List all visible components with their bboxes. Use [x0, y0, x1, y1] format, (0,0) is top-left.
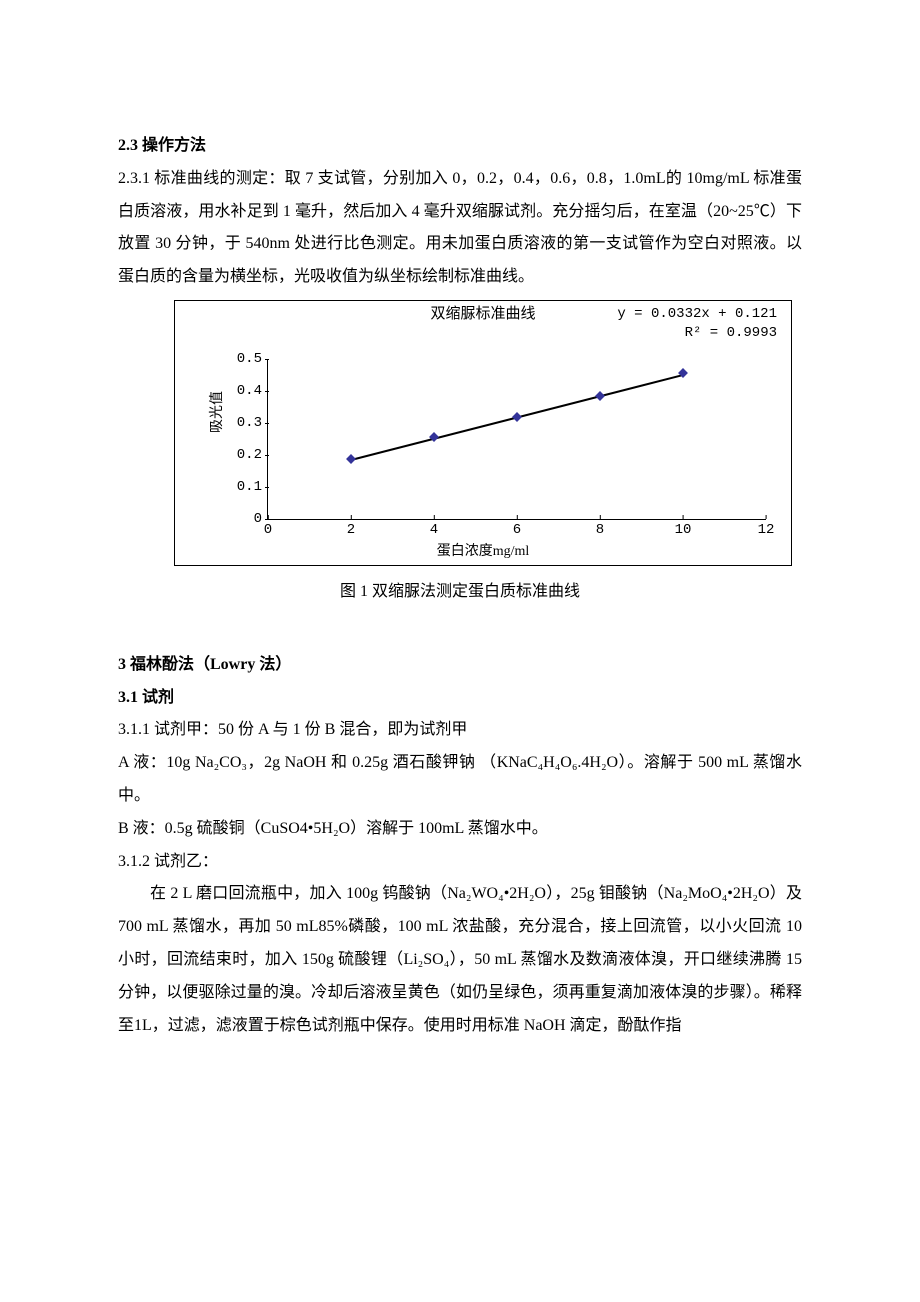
chart-xtick: 4	[430, 519, 438, 537]
chart-ytick: 0.1	[212, 480, 268, 494]
para-2-3-1: 2.3.1 标准曲线的测定：取 7 支试管，分别加入 0，0.2，0.4，0.6…	[118, 163, 802, 294]
spacer	[118, 631, 802, 649]
para-3-1-2-body: 在 2 L 磨口回流瓶中，加入 100g 钨酸钠（Na₂WO₄•2H₂O），25…	[118, 878, 802, 1042]
chart-ytick: 0.2	[212, 448, 268, 462]
figure-caption: 图 1 双缩脲法测定蛋白质标准曲线	[118, 576, 802, 609]
chart-xlabel: 蛋白浓度mg/ml	[175, 545, 791, 559]
para-A-liquid: A 液：10g Na₂CO₃，2g NaOH 和 0.25g 酒石酸钾钠 （KN…	[118, 747, 802, 813]
chart-xtick: 12	[758, 519, 775, 537]
chart-r2: R² = 0.9993	[617, 324, 777, 343]
chart-marker	[595, 391, 605, 401]
chart-ytick: 0.4	[212, 384, 268, 398]
chart-marker	[429, 432, 439, 442]
para-2-3-1-label: 2.3.1 标准曲线的测定：	[118, 170, 285, 187]
para-2-3-1-body: 取 7 支试管，分别加入 0，0.2，0.4，0.6，0.8，1.0mL的 10…	[118, 170, 802, 285]
chart-container: 双缩脲标准曲线 y = 0.0332x + 0.121 R² = 0.9993 …	[174, 300, 792, 566]
heading-3: 3 福林酚法（Lowry 法）	[118, 649, 802, 682]
para-3-1-2-head: 3.1.2 试剂乙：	[118, 846, 802, 879]
chart-xtick: 2	[347, 519, 355, 537]
chart-ytick: 0.5	[212, 352, 268, 366]
chart-plot-area: 00.10.20.30.40.5024681012	[267, 359, 766, 520]
page: 2.3 操作方法 2.3.1 标准曲线的测定：取 7 支试管，分别加入 0，0.…	[0, 0, 920, 1302]
chart-equation-block: y = 0.0332x + 0.121 R² = 0.9993	[617, 305, 777, 343]
chart-marker	[346, 454, 356, 464]
chart-xtick: 0	[264, 519, 272, 537]
para-3-1-1: 3.1.1 试剂甲：50 份 A 与 1 份 B 混合，即为试剂甲	[118, 714, 802, 747]
chart-ytick: 0	[212, 512, 268, 526]
chart-marker	[678, 368, 688, 378]
heading-2-3: 2.3 操作方法	[118, 130, 802, 163]
chart-marker	[512, 412, 522, 422]
chart-xtick: 10	[675, 519, 692, 537]
chart-xtick: 8	[596, 519, 604, 537]
para-B-liquid: B 液：0.5g 硫酸铜（CuSO4•5H₂O）溶解于 100mL 蒸馏水中。	[118, 813, 802, 846]
chart-xtick: 6	[513, 519, 521, 537]
chart-equation: y = 0.0332x + 0.121	[617, 305, 777, 324]
heading-3-1: 3.1 试剂	[118, 682, 802, 715]
chart-ytick: 0.3	[212, 416, 268, 430]
